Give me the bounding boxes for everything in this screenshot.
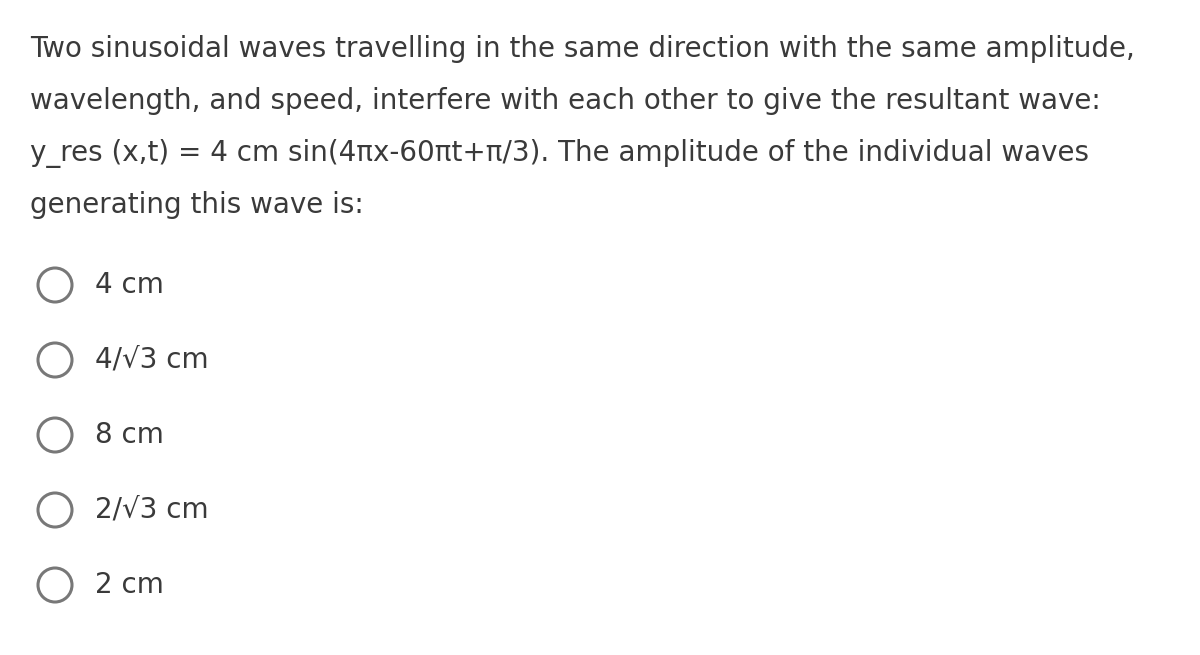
- Text: 2 cm: 2 cm: [95, 571, 164, 599]
- Text: Two sinusoidal waves travelling in the same direction with the same amplitude,: Two sinusoidal waves travelling in the s…: [30, 35, 1135, 63]
- Text: 8 cm: 8 cm: [95, 421, 164, 449]
- Text: 4/√3 cm: 4/√3 cm: [95, 346, 209, 374]
- Text: wavelength, and speed, interfere with each other to give the resultant wave:: wavelength, and speed, interfere with ea…: [30, 87, 1100, 115]
- Text: 4 cm: 4 cm: [95, 271, 164, 299]
- Text: y_res (x,t) = 4 cm sin(4πx-60πt+π/3). The amplitude of the individual waves: y_res (x,t) = 4 cm sin(4πx-60πt+π/3). Th…: [30, 140, 1090, 168]
- Text: generating this wave is:: generating this wave is:: [30, 191, 364, 219]
- Text: 2/√3 cm: 2/√3 cm: [95, 496, 209, 524]
